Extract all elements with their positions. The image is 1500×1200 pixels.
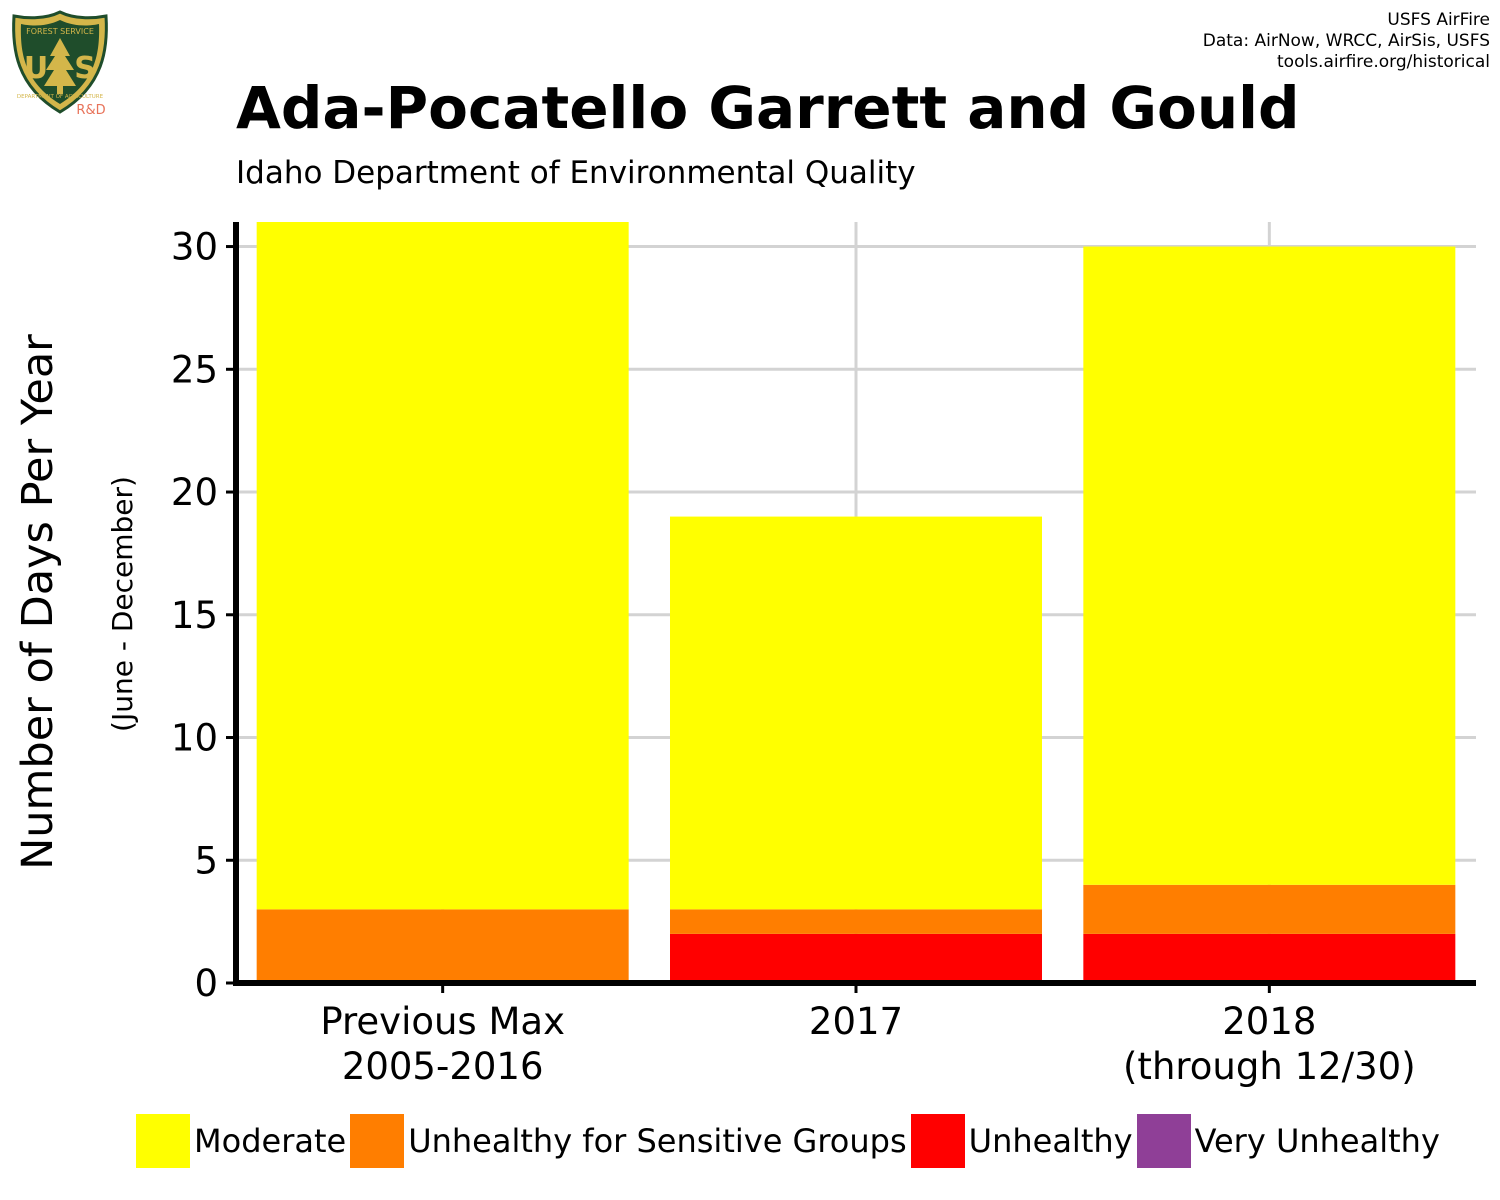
y-tick-label: 10 [171, 717, 218, 760]
credits: USFS AirFire Data: AirNow, WRCC, AirSis,… [1203, 10, 1490, 73]
logo-letter-u: U [24, 51, 48, 86]
svg-text:FOREST SERVICE: FOREST SERVICE [26, 27, 94, 36]
bar-segment [256, 222, 629, 910]
x-tick-label: (through 12/30) [1123, 1045, 1416, 1088]
bar-segment [1083, 884, 1456, 934]
bar-segment [1083, 246, 1456, 885]
legend-label: Unhealthy [968, 1122, 1133, 1160]
legend-swatch [910, 1114, 965, 1168]
bar-segment [670, 909, 1042, 934]
credit-line-2: Data: AirNow, WRCC, AirSis, USFS [1202, 31, 1490, 51]
y-tick-label: 15 [171, 594, 218, 637]
y-tick-label: 5 [194, 839, 218, 882]
legend-swatch [1136, 1114, 1191, 1168]
x-tick-label: 2005-2016 [342, 1045, 544, 1088]
y-tick-label: 30 [171, 226, 218, 269]
legend-item: Unhealthy for Sensitive Groups [350, 1114, 907, 1168]
usfs-logo: U S FOREST SERVICE DEPARTMENT OF AGRICUL… [12, 10, 108, 118]
legend-item: Unhealthy [910, 1114, 1133, 1168]
logo-letter-s: S [74, 51, 96, 86]
legend-swatch [350, 1114, 405, 1168]
bar-segment [1083, 933, 1456, 983]
legend-item: Very Unhealthy [1136, 1114, 1440, 1168]
y-axis-title: Number of Days Per Year [13, 334, 63, 870]
chart-title: Ada-Pocatello Garrett and Gould [236, 74, 1300, 142]
legend-label: Moderate [194, 1122, 347, 1160]
credit-line-1: USFS AirFire [1387, 10, 1490, 30]
x-tick-label: 2018 [1222, 1000, 1316, 1043]
x-tick-label: 2017 [809, 1000, 903, 1043]
x-tick-label: Previous Max [320, 1000, 565, 1043]
logo-tag: R&D [76, 103, 105, 118]
bar-segment [670, 516, 1042, 910]
y-tick-label: 20 [171, 471, 218, 514]
chart-subtitle: Idaho Department of Environmental Qualit… [236, 155, 916, 191]
svg-text:DEPARTMENT OF AGRICULTURE: DEPARTMENT OF AGRICULTURE [17, 94, 104, 100]
credit-line-3: tools.airfire.org/historical [1277, 52, 1490, 72]
bar-segment [256, 909, 629, 983]
legend-swatch [136, 1114, 190, 1168]
legend: Moderate Unhealthy for Sensitive Groups Un… [136, 1113, 1444, 1169]
legend-label: Unhealthy for Sensitive Groups [408, 1122, 907, 1160]
bar-segment [670, 933, 1042, 983]
y-tick-label: 25 [171, 348, 218, 391]
legend-item: Moderate [136, 1114, 346, 1168]
y-axis-subtitle: (June - December) [106, 476, 139, 732]
y-tick-label: 0 [194, 962, 218, 1005]
legend-label: Very Unhealthy [1194, 1122, 1440, 1160]
